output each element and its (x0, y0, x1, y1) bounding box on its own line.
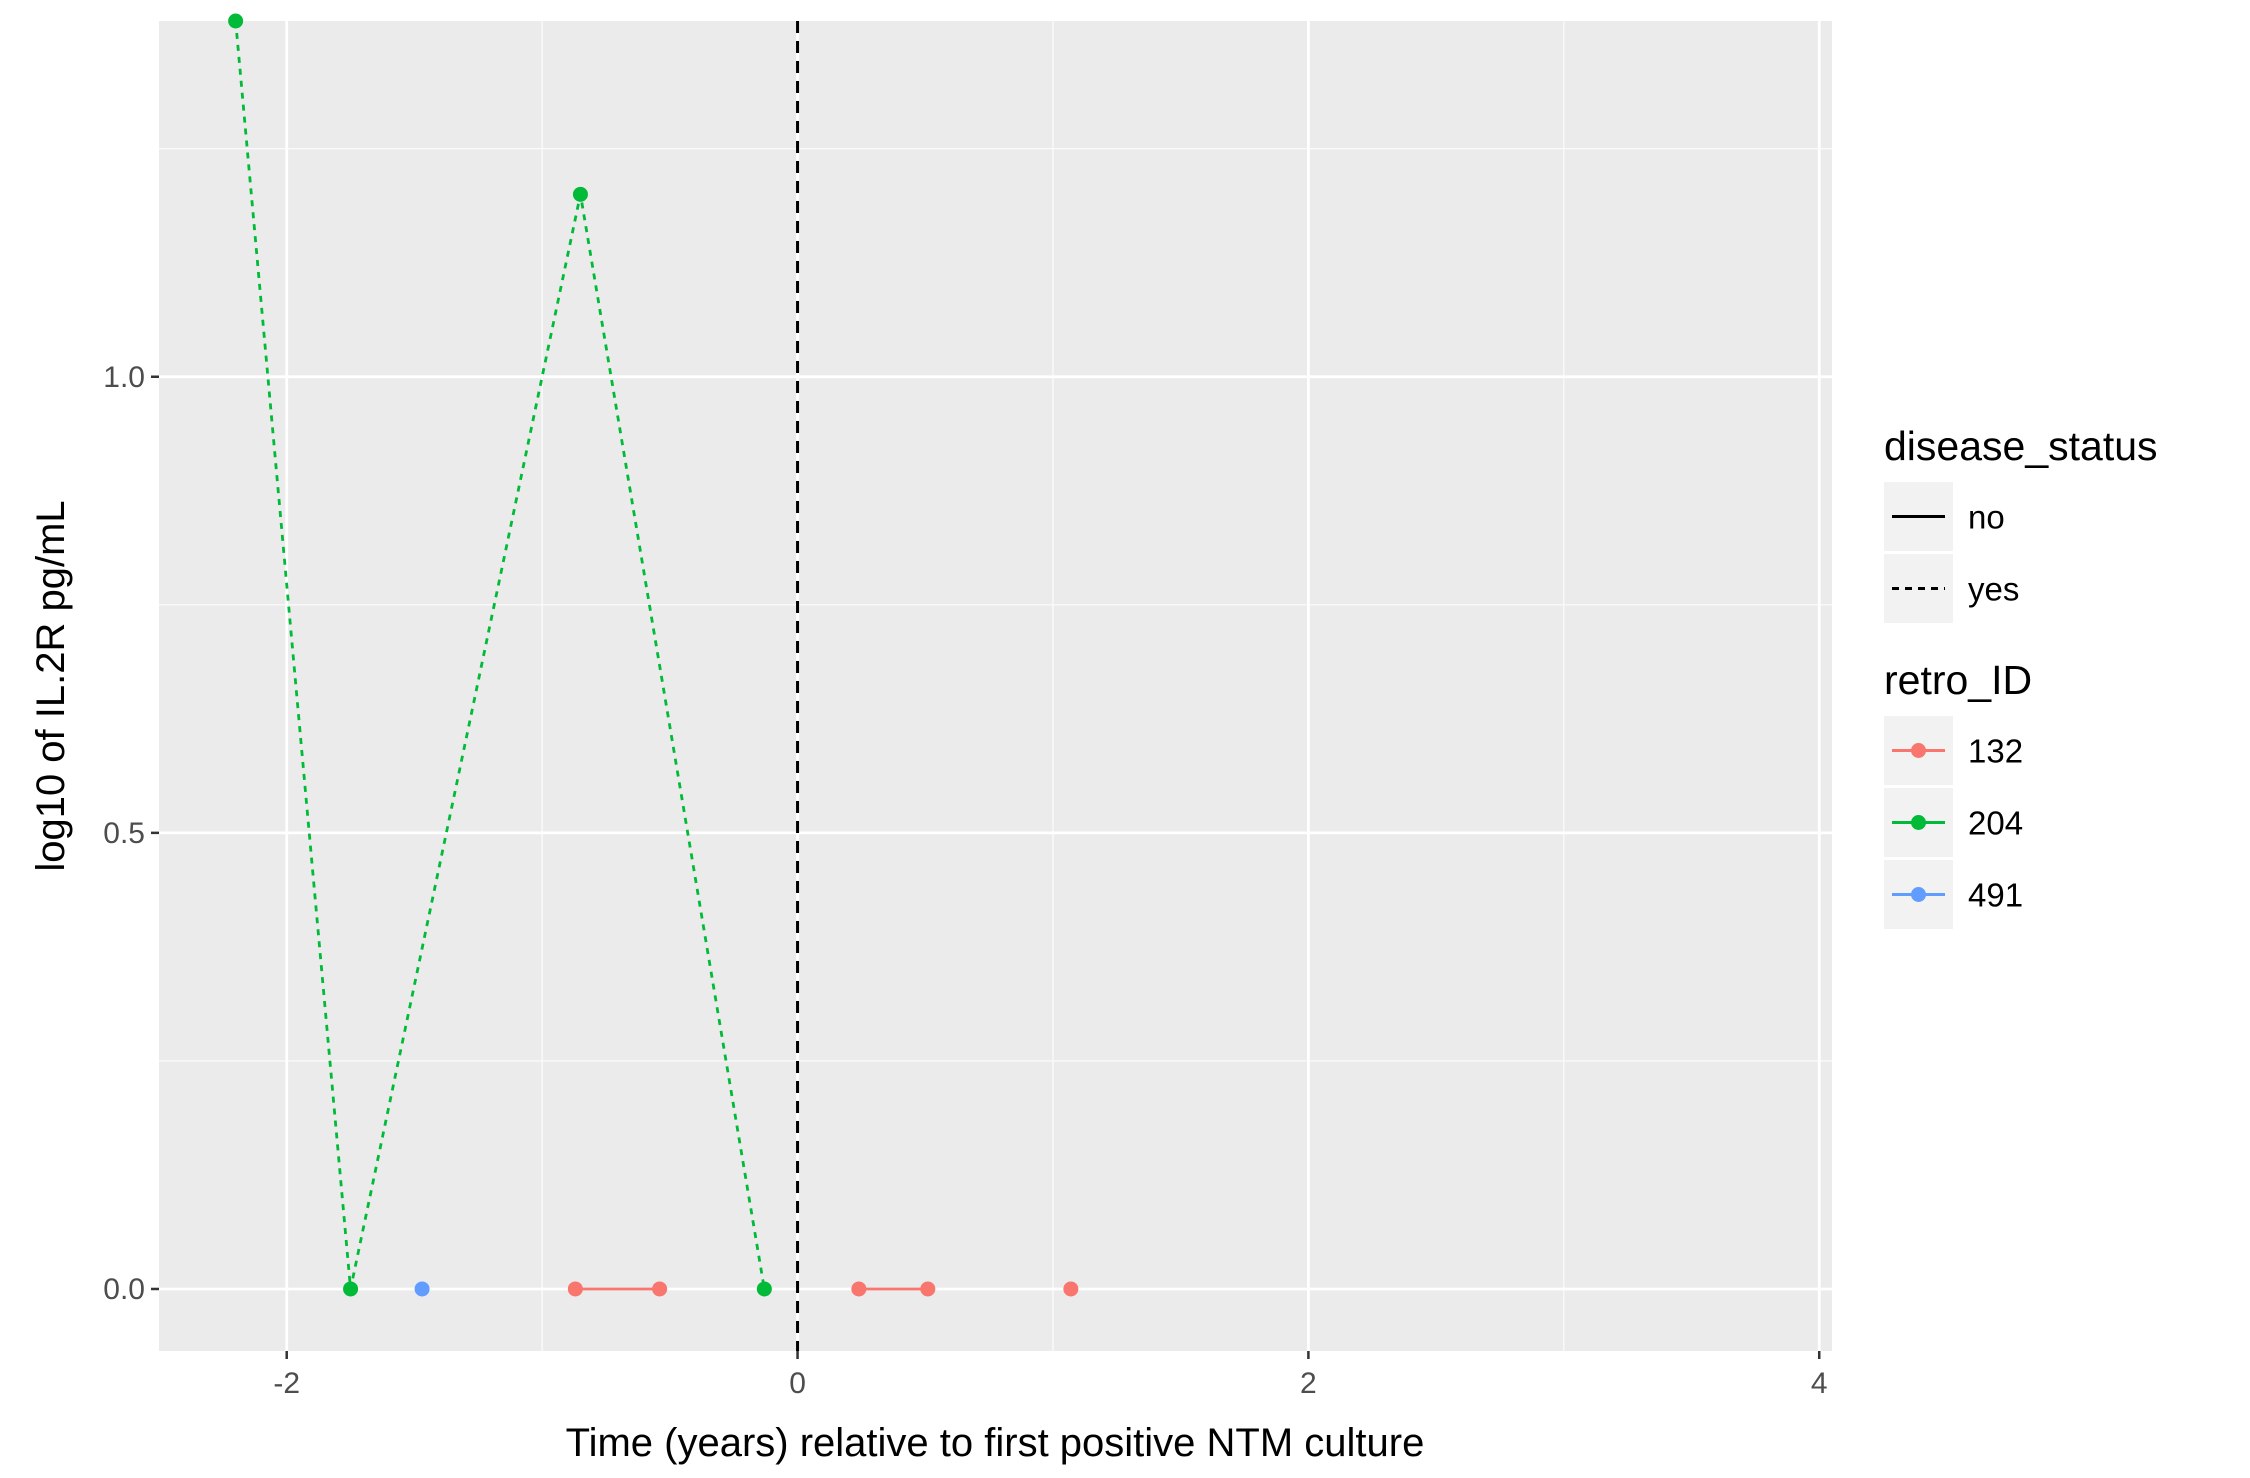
data-point-204 (572, 186, 588, 202)
data-point-204 (343, 1281, 359, 1297)
x-tick-label: 4 (1811, 1367, 1828, 1400)
legend-label: no (1968, 499, 2005, 536)
legend-key-point (1911, 887, 1926, 902)
x-axis: -2 0 2 4 (273, 1351, 1828, 1400)
legend-label: 132 (1968, 733, 2023, 770)
legend-entry: no (1884, 482, 2005, 551)
legend-entry: yes (1884, 554, 2019, 623)
x-axis-title: Time (years) relative to first positive … (566, 1421, 1425, 1465)
legend-key-point (1911, 743, 1926, 758)
legend-label: yes (1968, 571, 2019, 608)
data-point-491 (414, 1281, 430, 1297)
data-point-132 (567, 1281, 583, 1297)
legend-label: 204 (1968, 805, 2023, 842)
data-point-132 (652, 1281, 668, 1297)
y-tick-label: 0.0 (103, 1273, 145, 1306)
x-tick-label: -2 (273, 1367, 300, 1400)
y-axis-title: log10 of IL.2R pg/mL (29, 500, 73, 871)
legend-entry: 204 (1884, 788, 2023, 857)
y-axis: 0.0 0.5 1.0 (103, 361, 159, 1306)
data-point-132 (851, 1281, 867, 1297)
legend-title: disease_status (1884, 423, 2158, 469)
data-point-132 (920, 1281, 936, 1297)
legend-entry: 491 (1884, 860, 2023, 929)
series-line-204 (234, 20, 766, 1290)
x-tick-label: 0 (789, 1367, 806, 1400)
legend-entry: 132 (1884, 716, 2023, 785)
plot-panel (159, 21, 1832, 1351)
minor-gridlines (159, 21, 1832, 1351)
legend-label: 491 (1968, 877, 2023, 914)
legend-key-point (1911, 815, 1926, 830)
series-layer (228, 13, 1079, 1297)
legend-title: retro_ID (1884, 657, 2032, 703)
data-point-132 (1063, 1281, 1079, 1297)
x-tick-label: 2 (1300, 1367, 1317, 1400)
y-tick-label: 0.5 (103, 817, 145, 850)
data-point-204 (756, 1281, 772, 1297)
data-point-204 (228, 13, 244, 29)
y-tick-label: 1.0 (103, 361, 145, 394)
